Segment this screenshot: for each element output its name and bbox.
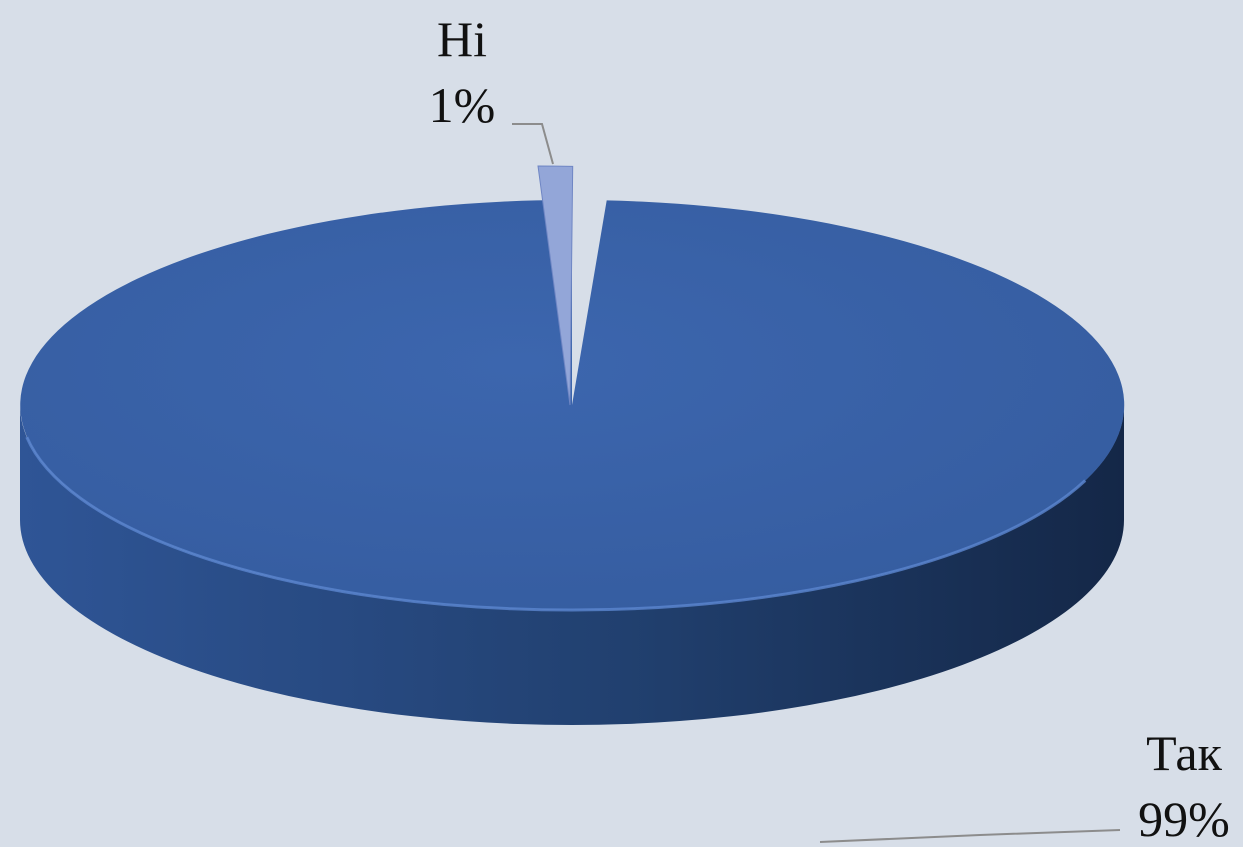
data-label-ni-value: 1% xyxy=(429,77,496,133)
pie-rim-highlight xyxy=(25,436,1087,612)
data-label-tak-category: Так xyxy=(1146,725,1222,781)
slice-ni xyxy=(537,165,574,406)
leader-line-ni xyxy=(512,123,554,165)
data-label-ni-category: Ні xyxy=(437,11,487,67)
data-label-tak-value: 99% xyxy=(1138,791,1230,847)
leader-line-tak xyxy=(819,829,1121,843)
slice-side-tak xyxy=(20,405,1124,725)
slice-tak xyxy=(20,200,1125,610)
